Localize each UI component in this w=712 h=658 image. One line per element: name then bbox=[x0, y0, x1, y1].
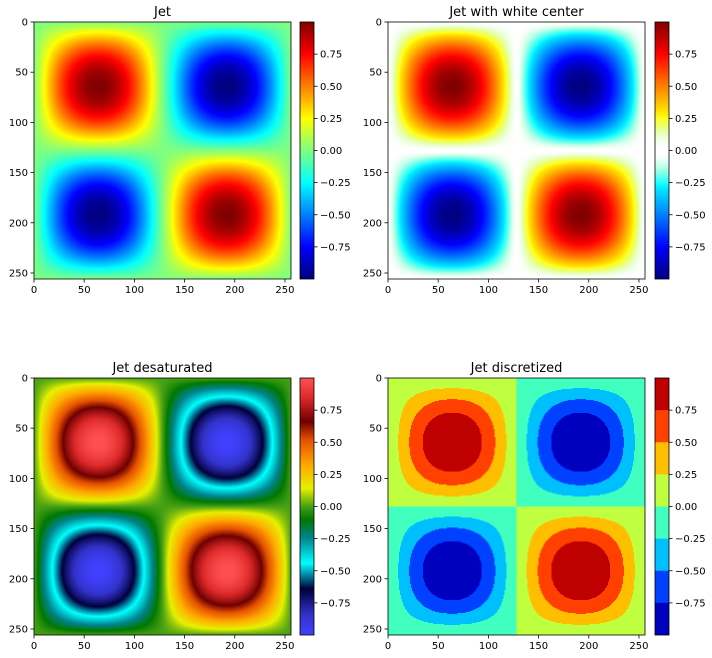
colorbar-tick-label: 0.00 bbox=[675, 502, 697, 513]
y-tick-label: 200 bbox=[363, 574, 382, 585]
x-tick-label: 150 bbox=[529, 641, 548, 652]
heatmap-image bbox=[34, 378, 291, 635]
colorbar-tick-label: 0.50 bbox=[320, 438, 342, 449]
y-tick-label: 100 bbox=[9, 474, 28, 485]
colorbar-tick-label: −0.25 bbox=[320, 534, 351, 545]
colorbar bbox=[300, 378, 314, 635]
y-tick-label: 50 bbox=[15, 424, 28, 435]
colorbar bbox=[655, 22, 669, 279]
y-tick-label: 150 bbox=[9, 168, 28, 179]
x-tick-label: 0 bbox=[31, 641, 37, 652]
x-tick-label: 250 bbox=[629, 641, 648, 652]
colorbar-tick-label: 0.75 bbox=[320, 406, 342, 417]
colorbar-tick-label: −0.50 bbox=[320, 566, 351, 577]
heatmap-image bbox=[388, 378, 645, 635]
y-tick-label: 250 bbox=[363, 268, 382, 279]
x-tick-label: 100 bbox=[125, 641, 144, 652]
y-tick-label: 50 bbox=[369, 424, 382, 435]
colorbar-tick-label: −0.75 bbox=[675, 598, 706, 609]
colorbar-tick-label: 0.25 bbox=[320, 470, 342, 481]
x-tick-label: 100 bbox=[479, 285, 498, 296]
chart-title: Jet with white center bbox=[448, 5, 584, 20]
y-tick-label: 50 bbox=[369, 68, 382, 79]
y-tick-label: 250 bbox=[363, 624, 382, 635]
y-tick-label: 250 bbox=[9, 268, 28, 279]
x-tick-label: 200 bbox=[579, 641, 598, 652]
colorbar-tick-label: −0.25 bbox=[675, 178, 706, 189]
colorbar-tick-label: 0.50 bbox=[320, 82, 342, 93]
y-tick-label: 0 bbox=[376, 18, 382, 29]
y-tick-label: 150 bbox=[363, 168, 382, 179]
x-tick-label: 0 bbox=[31, 285, 37, 296]
y-tick-label: 150 bbox=[363, 524, 382, 535]
x-tick-label: 150 bbox=[529, 285, 548, 296]
colorbar-tick-label: 0.00 bbox=[320, 502, 342, 513]
y-tick-label: 0 bbox=[22, 18, 28, 29]
colorbar-tick-label: −0.75 bbox=[320, 598, 351, 609]
x-tick-label: 150 bbox=[175, 285, 194, 296]
colorbar-tick-label: 0.00 bbox=[675, 146, 697, 157]
colorbar-tick-label: 0.75 bbox=[675, 50, 697, 61]
colorbar-tick-label: 0.50 bbox=[675, 82, 697, 93]
x-tick-label: 100 bbox=[125, 285, 144, 296]
x-tick-label: 0 bbox=[385, 285, 391, 296]
y-tick-label: 200 bbox=[9, 574, 28, 585]
y-tick-label: 250 bbox=[9, 624, 28, 635]
colorbar-tick-label: −0.50 bbox=[320, 210, 351, 221]
x-tick-label: 250 bbox=[275, 641, 294, 652]
chart-title: Jet discretized bbox=[470, 361, 563, 376]
x-tick-label: 200 bbox=[579, 285, 598, 296]
colorbar-tick-label: −0.75 bbox=[675, 242, 706, 253]
x-tick-label: 0 bbox=[385, 641, 391, 652]
y-tick-label: 50 bbox=[15, 68, 28, 79]
y-tick-label: 0 bbox=[376, 374, 382, 385]
heatmap-image bbox=[388, 22, 645, 279]
x-tick-label: 200 bbox=[225, 285, 244, 296]
y-tick-label: 0 bbox=[22, 374, 28, 385]
y-tick-label: 100 bbox=[363, 474, 382, 485]
y-tick-label: 150 bbox=[9, 524, 28, 535]
x-tick-label: 50 bbox=[78, 641, 91, 652]
colorbar bbox=[655, 378, 669, 635]
x-tick-label: 50 bbox=[432, 641, 445, 652]
axes-frame bbox=[33, 377, 292, 636]
colorbar-tick-label: −0.25 bbox=[320, 178, 351, 189]
x-tick-label: 200 bbox=[225, 641, 244, 652]
colorbar-tick-label: −0.50 bbox=[675, 566, 706, 577]
heatmap-image bbox=[34, 22, 291, 279]
y-tick-label: 100 bbox=[363, 118, 382, 129]
colorbar-tick-label: 0.25 bbox=[675, 470, 697, 481]
axes-frame bbox=[387, 377, 646, 636]
x-tick-label: 150 bbox=[175, 641, 194, 652]
x-tick-label: 50 bbox=[78, 285, 91, 296]
x-tick-label: 100 bbox=[479, 641, 498, 652]
colorbar-tick-label: 0.75 bbox=[675, 406, 697, 417]
y-tick-label: 100 bbox=[9, 118, 28, 129]
colorbar-tick-label: −0.75 bbox=[320, 242, 351, 253]
y-tick-label: 200 bbox=[9, 218, 28, 229]
colorbar-tick-label: 0.25 bbox=[320, 114, 342, 125]
colorbar-tick-label: 0.00 bbox=[320, 146, 342, 157]
colorbar-tick-label: 0.25 bbox=[675, 114, 697, 125]
colorbar-tick-label: 0.50 bbox=[675, 438, 697, 449]
colorbar-tick-label: 0.75 bbox=[320, 50, 342, 61]
colorbar bbox=[300, 22, 314, 279]
chart-title: Jet bbox=[153, 5, 171, 20]
colorbar-tick-label: −0.25 bbox=[675, 534, 706, 545]
x-tick-label: 50 bbox=[432, 285, 445, 296]
chart-title: Jet desaturated bbox=[111, 361, 212, 376]
axes-frame bbox=[387, 21, 646, 280]
axes-frame bbox=[33, 21, 292, 280]
colorbar-tick-label: −0.50 bbox=[675, 210, 706, 221]
x-tick-label: 250 bbox=[275, 285, 294, 296]
x-tick-label: 250 bbox=[629, 285, 648, 296]
y-tick-label: 200 bbox=[363, 218, 382, 229]
